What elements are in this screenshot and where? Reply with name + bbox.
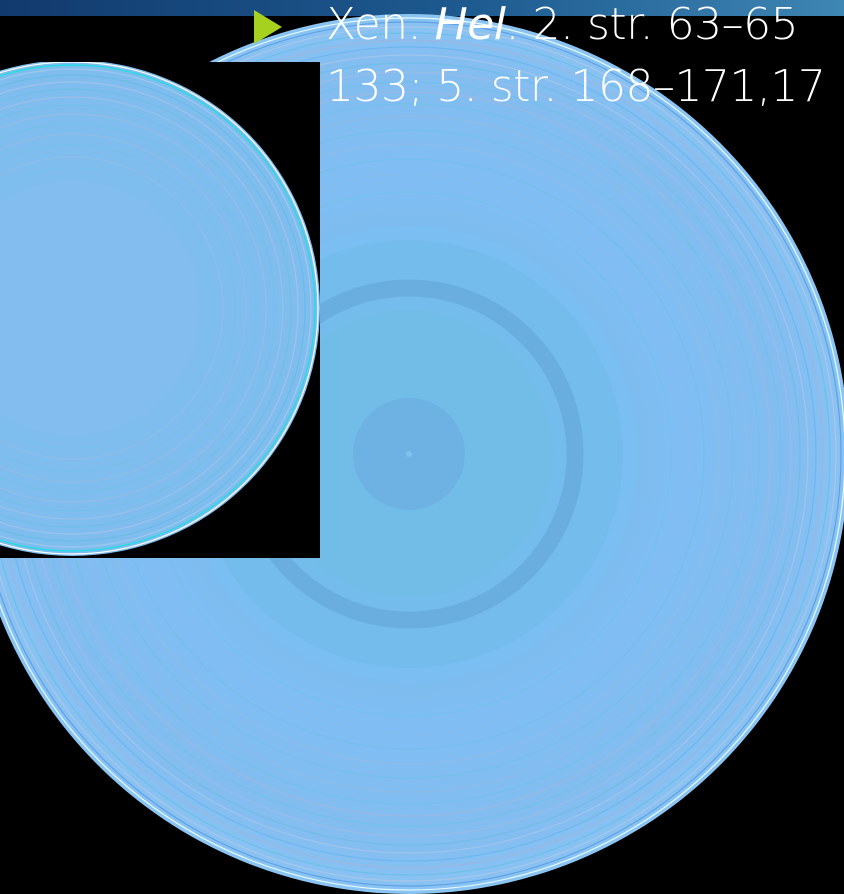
small-disc-graphic bbox=[0, 62, 320, 556]
citation-line-1-italic: Hel bbox=[434, 0, 506, 50]
citation-line-1: Xen. Hel. 2. str. 63–65 bbox=[250, 0, 844, 56]
citation-line-1-suffix: . 2. str. 63–65 bbox=[505, 0, 799, 50]
inset-disc-panel bbox=[0, 62, 320, 558]
triangle-right-icon bbox=[254, 10, 282, 44]
citation-line-2-text: 133; 5. str. 168–171,17 bbox=[326, 61, 826, 112]
citation-line-1-prefix: Xen. bbox=[326, 0, 435, 50]
top-header-band bbox=[0, 0, 844, 16]
citation-text-block: Xen. Hel. 2. str. 63–65 133; 5. str. 168… bbox=[250, 0, 844, 118]
citation-line-2: 133; 5. str. 168–171,17 bbox=[250, 56, 844, 118]
